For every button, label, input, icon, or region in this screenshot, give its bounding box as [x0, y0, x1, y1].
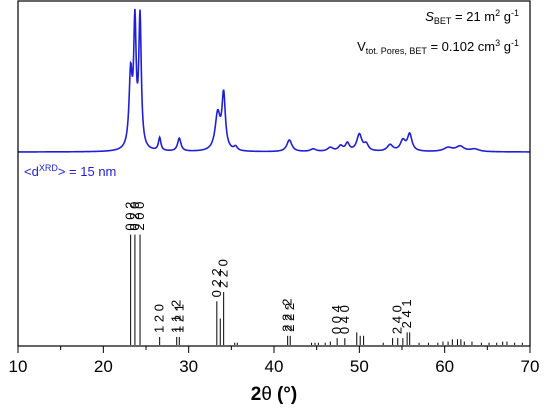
- hkl-label: 2 2 2: [282, 303, 297, 332]
- hkl-label: 1 1 -2: [169, 300, 184, 333]
- hkl-label: 1 2 0: [152, 304, 167, 333]
- x-tick-label: 50: [350, 357, 369, 376]
- hkl-label: 0 2 0: [127, 202, 142, 231]
- vtot-annotation: Vtot. Pores, BET = 0.102 cm3 g-1: [357, 38, 519, 56]
- x-tick-label: 10: [9, 357, 28, 376]
- hkl-label: 0 0 2: [123, 202, 138, 231]
- x-axis-ticks: 10 20 30 40 50 60 70: [9, 346, 540, 376]
- hkl-label: 0 4 0: [337, 305, 352, 334]
- x-tick-label: 30: [179, 357, 198, 376]
- x-tick-label: 70: [521, 357, 540, 376]
- hkl-label: 2 2 -2: [280, 299, 295, 332]
- dxrd-annotation: <dXRD> = 15 nm: [24, 163, 116, 179]
- hkl-label: 2 2 0: [216, 259, 231, 288]
- hkl-label: 1 2 1: [171, 304, 186, 333]
- sbet-annotation: SBET = 21 m2 g-1: [425, 8, 519, 26]
- x-tick-label: 60: [435, 357, 454, 376]
- hkl-label: 0 2 2: [209, 268, 224, 297]
- x-tick-label: 20: [94, 357, 113, 376]
- hkl-label: 0 0 4: [329, 305, 344, 334]
- xrd-pattern-line: [17, 8, 530, 153]
- hkl-label: 2 0 0: [132, 202, 147, 231]
- reference-pattern: [130, 234, 523, 345]
- hkl-label: 2 4 1: [399, 299, 414, 328]
- x-tick-label: 40: [265, 357, 284, 376]
- x-axis-title: 2θ (°): [251, 384, 297, 405]
- hkl-label: 2 4 0: [390, 305, 405, 334]
